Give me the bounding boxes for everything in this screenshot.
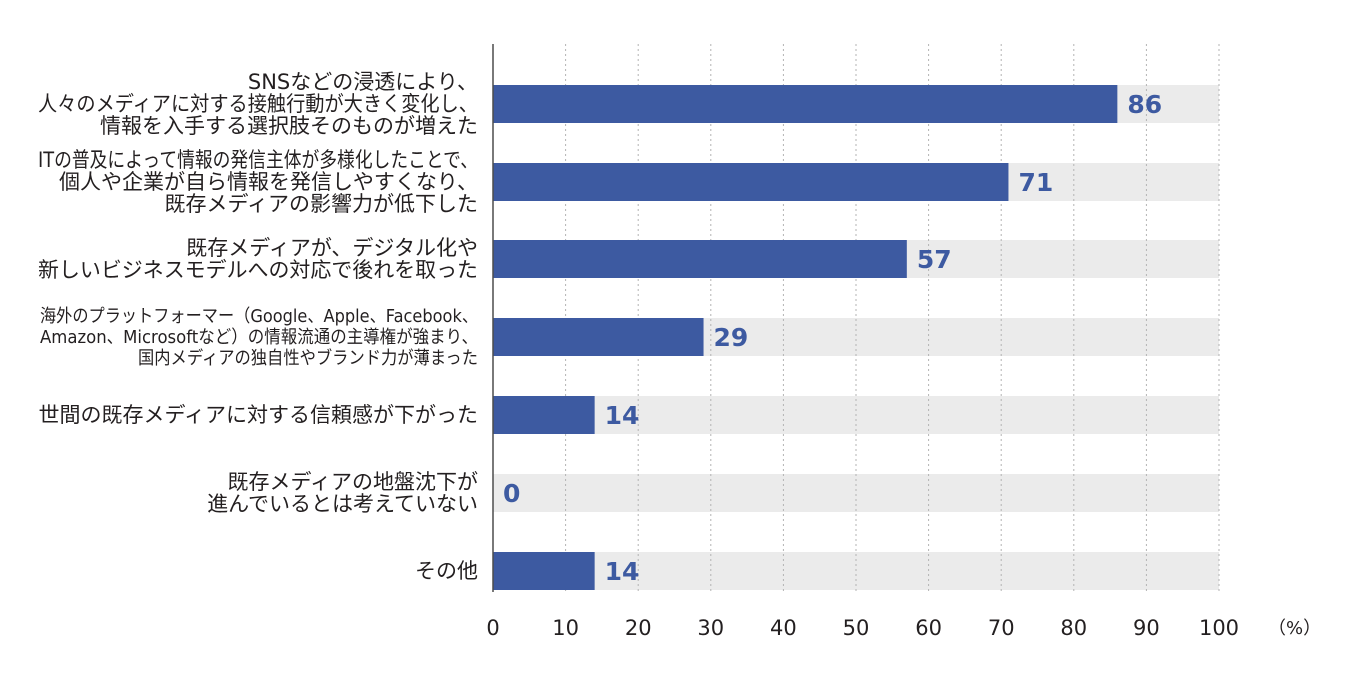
bar [493, 396, 595, 434]
bars [493, 85, 1118, 590]
category-label: 既存メディアの影響力が低下した [164, 192, 478, 216]
value-label: 86 [1127, 90, 1162, 119]
category-label: 海外のプラットフォーマー（Google、Apple、Facebook、 [40, 306, 478, 327]
category-label: その他 [415, 559, 478, 583]
category-label: 情報を入手する選択肢そのものが増えた [100, 114, 478, 138]
bar [493, 85, 1118, 123]
category-label: 既存メディアが、デジタル化や [186, 236, 478, 260]
x-tick-label: 30 [697, 616, 724, 640]
x-tick-label: 10 [552, 616, 579, 640]
value-label: 29 [714, 323, 749, 352]
bar [493, 240, 907, 278]
category-label: SNSなどの浸透により、 [248, 70, 478, 94]
value-label: 57 [917, 245, 952, 274]
x-axis-unit: （%） [1268, 618, 1321, 639]
value-label: 71 [1018, 168, 1053, 197]
x-tick-label: 80 [1060, 616, 1087, 640]
category-labels: SNSなどの浸透により、人々のメディアに対する接触行動が大きく変化し、情報を入手… [38, 70, 478, 583]
category-label: Amazon、Microsoftなど）の情報流通の主導権が強まり、 [40, 327, 478, 348]
bar [493, 318, 704, 356]
category-label: 国内メディアの独自性やブランド力が薄まった [138, 347, 478, 369]
category-label: ITの普及によって情報の発信主体が多様化したことで、 [38, 148, 478, 172]
x-tick-label: 20 [625, 616, 652, 640]
x-tick-label: 0 [486, 616, 499, 640]
x-tick-label: 60 [915, 616, 942, 640]
x-tick-labels: 0 10 20 30 40 50 60 70 80 90 100 [486, 616, 1239, 640]
bar [493, 552, 595, 590]
category-label: 既存メディアの地盤沈下が [227, 470, 478, 494]
value-label: 0 [503, 479, 520, 508]
x-tick-label: 70 [988, 616, 1015, 640]
category-label: 進んでいるとは考えていない [207, 492, 478, 516]
bar [493, 163, 1009, 201]
x-tick-label: 50 [843, 616, 870, 640]
value-label: 14 [605, 401, 640, 430]
category-label: 世間の既存メディアに対する信頼感が下がった [38, 403, 478, 427]
value-labels: 86 71 57 29 14 0 14 [503, 90, 1162, 586]
x-tick-label: 100 [1199, 616, 1239, 640]
x-tick-label: 90 [1133, 616, 1160, 640]
gridlines [565, 44, 1220, 592]
category-label: 人々のメディアに対する接触行動が大きく変化し、 [38, 92, 478, 116]
category-label: 個人や企業が自ら情報を発信しやすくなり、 [59, 170, 478, 194]
x-tick-label: 40 [770, 616, 797, 640]
category-label: 新しいビジネスモデルへの対応で後れを取った [38, 258, 478, 282]
value-label: 14 [605, 557, 640, 586]
